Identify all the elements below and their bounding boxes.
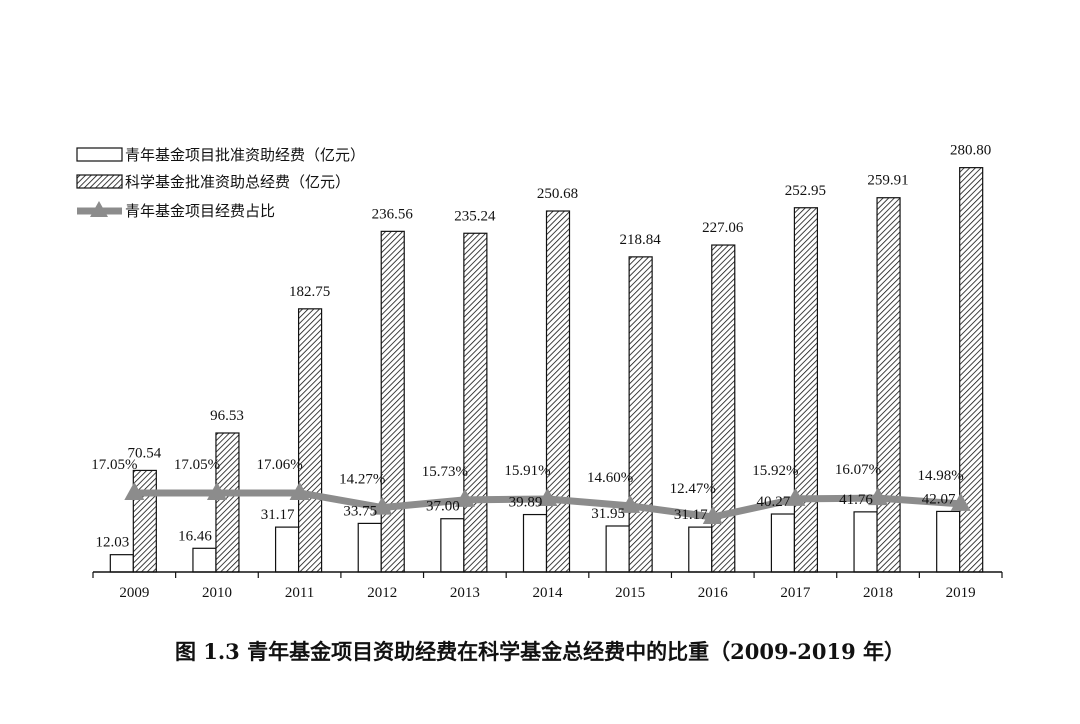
- x-tick-label: 2016: [698, 585, 729, 601]
- ratio-value-label: 14.98%: [918, 468, 964, 484]
- young-value-label: 31.95: [591, 506, 625, 522]
- bar-total-2017: [793, 207, 819, 573]
- ratio-marker-2019: [950, 492, 971, 511]
- ratio-marker-2009: [124, 482, 145, 500]
- total-value-label: 250.68: [537, 186, 578, 202]
- ratio-value-label: 15.92%: [752, 463, 798, 479]
- x-tick-label: 2014: [533, 585, 564, 601]
- total-value-label: 218.84: [620, 232, 662, 248]
- young-value-label: 40.27: [757, 494, 791, 510]
- ratio-marker-2018: [868, 487, 889, 506]
- ratio-value-label: 15.91%: [504, 463, 550, 479]
- bar-young-2017: [770, 513, 796, 573]
- bar-young-2018: [853, 511, 878, 573]
- legend-label-total: 科学基金批准资助总经费（亿元）: [125, 173, 350, 191]
- x-tick-label: 2012: [367, 585, 397, 601]
- bar-total-2011: [297, 308, 323, 573]
- ratio-marker-2015: [620, 494, 641, 513]
- ratio-marker-2017: [785, 487, 806, 506]
- total-value-label: 235.24: [454, 208, 496, 224]
- bar-total-2009: [132, 469, 157, 573]
- young-value-label: 42.07: [922, 491, 956, 507]
- ratio-line: [124, 481, 971, 524]
- x-axis: 2009 2010 2011 2012 2013 2014 2015 2016 2017 2018…: [92, 571, 1003, 601]
- bar-young-2015: [605, 525, 630, 573]
- legend-swatch-young: [76, 147, 123, 162]
- bar-total-2019: [959, 167, 984, 573]
- total-value-label: 236.56: [372, 206, 414, 222]
- ratio-value-label: 17.05%: [174, 457, 220, 473]
- x-tick-label: 2011: [285, 585, 314, 601]
- bar-total-2012: [380, 230, 405, 573]
- legend-swatch-ratio-marker: [90, 201, 108, 217]
- x-tick-label: 2010: [202, 585, 232, 601]
- legend-label-ratio: 青年基金项目经费占比: [125, 202, 275, 220]
- ratio-marker-2012: [372, 496, 393, 515]
- ratio-marker-2010: [206, 482, 227, 500]
- young-value-label: 31.17: [674, 507, 708, 523]
- ratio-marker-2013: [454, 488, 475, 507]
- young-value-label: 12.03: [95, 535, 129, 551]
- ratio-value-label: 12.47%: [670, 481, 716, 497]
- total-value-label: 182.75: [289, 284, 330, 300]
- bar-young-2014: [522, 513, 548, 573]
- bar-young-2009: [109, 554, 134, 573]
- x-tick-label: 2013: [450, 585, 480, 601]
- young-value-label: 41.76: [839, 492, 873, 508]
- bar-total-2014: [545, 210, 571, 573]
- x-tick-label: 2017: [780, 585, 811, 601]
- bar-total-2013: [463, 232, 488, 573]
- bar-young-2016: [688, 526, 713, 573]
- total-value-label: 259.91: [867, 173, 908, 189]
- x-tick-label: 2015: [615, 585, 645, 601]
- ratio-value-label: 15.73%: [422, 464, 468, 480]
- total-value-label: 252.95: [785, 183, 826, 199]
- legend: 青年基金项目批准资助经费（亿元） 科学基金批准资助总经费（亿元） 青年基金项目经费占…: [76, 146, 365, 220]
- bar-young-2011: [274, 526, 300, 573]
- ratio-marker-2011: [289, 481, 310, 500]
- chart: 青年基金项目批准资助经费（亿元） 科学基金批准资助总经费（亿元） 青年基金项目经费占…: [76, 143, 1003, 601]
- total-value-label: 280.80: [950, 143, 991, 159]
- data-labels: 70.54 12.03 96.53 16.46 182.75 31.17 236.56 33.…: [91, 143, 991, 551]
- bar-young-2013: [440, 518, 465, 573]
- bar-young-2019: [936, 510, 961, 573]
- young-value-label: 31.17: [261, 507, 295, 523]
- x-tick-label: 2019: [946, 585, 976, 601]
- ratio-value-label: 14.27%: [339, 472, 385, 488]
- legend-swatch-total: [76, 174, 123, 189]
- young-value-label: 33.75: [343, 503, 377, 519]
- bar-total-2010: [215, 432, 240, 573]
- ratio-value-label: 17.05%: [91, 457, 137, 473]
- bar-total-2018: [876, 197, 901, 573]
- ratio-marker-2016: [702, 505, 723, 524]
- bars: [109, 167, 984, 573]
- ratio-marker-2014: [537, 487, 558, 506]
- ratio-value-label: 17.06%: [256, 457, 302, 473]
- total-value-label: 96.53: [210, 408, 244, 424]
- legend-label-young: 青年基金项目批准资助经费（亿元）: [125, 146, 365, 164]
- bar-total-2015: [628, 256, 653, 573]
- figure-caption: 图 1.3 青年基金项目资助经费在科学基金总经费中的比重（2009-2019 年…: [174, 639, 906, 664]
- bar-young-2012: [357, 522, 382, 573]
- young-value-label: 37.00: [426, 499, 460, 515]
- young-value-label: 39.89: [509, 495, 543, 511]
- ratio-value-label: 16.07%: [835, 462, 881, 478]
- young-value-label: 16.46: [178, 528, 212, 544]
- total-value-label: 227.06: [702, 220, 744, 236]
- x-tick-label: 2009: [119, 585, 149, 601]
- ratio-value-label: 14.60%: [587, 470, 633, 486]
- total-value-label: 70.54: [127, 445, 161, 461]
- x-tick-label: 2018: [863, 585, 893, 601]
- bar-young-2010: [192, 547, 217, 573]
